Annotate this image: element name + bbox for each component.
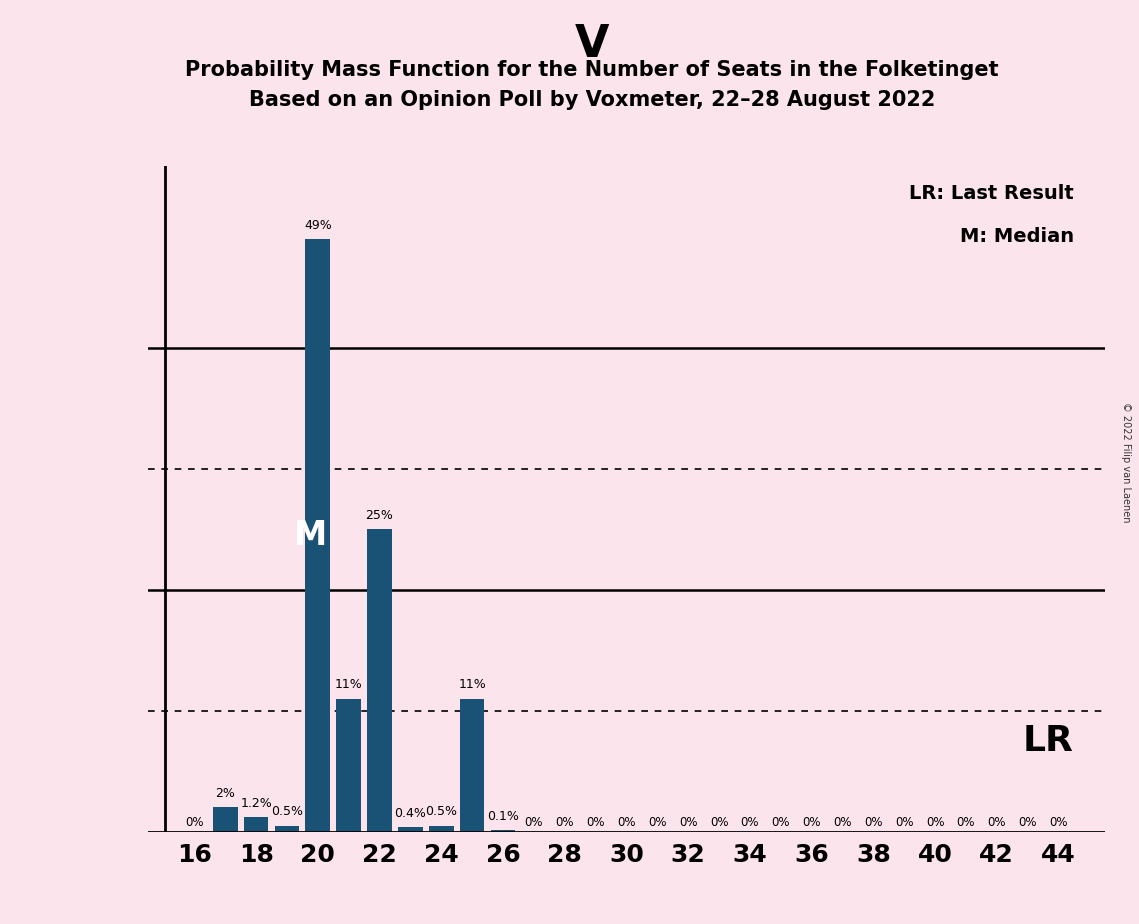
Text: 0%: 0% bbox=[802, 816, 821, 829]
Bar bbox=[274, 825, 300, 832]
Text: 0%: 0% bbox=[771, 816, 790, 829]
Text: LR: LR bbox=[1023, 723, 1074, 758]
Text: 0%: 0% bbox=[648, 816, 666, 829]
Text: 0.1%: 0.1% bbox=[487, 810, 519, 823]
Text: 0%: 0% bbox=[740, 816, 760, 829]
Text: 0%: 0% bbox=[1018, 816, 1036, 829]
Text: 0%: 0% bbox=[895, 816, 913, 829]
Text: 0.5%: 0.5% bbox=[425, 806, 457, 819]
Text: 0%: 0% bbox=[865, 816, 883, 829]
Text: 0%: 0% bbox=[556, 816, 574, 829]
Text: 0%: 0% bbox=[525, 816, 543, 829]
Text: LR: Last Result: LR: Last Result bbox=[909, 185, 1074, 203]
Text: M: Median: M: Median bbox=[960, 226, 1074, 246]
Text: 0%: 0% bbox=[926, 816, 944, 829]
Text: 11%: 11% bbox=[458, 678, 486, 691]
Text: 0%: 0% bbox=[186, 816, 204, 829]
Text: 0%: 0% bbox=[1049, 816, 1067, 829]
Bar bbox=[244, 817, 269, 832]
Text: 11%: 11% bbox=[335, 678, 362, 691]
Bar bbox=[336, 699, 361, 832]
Text: 0%: 0% bbox=[617, 816, 636, 829]
Bar bbox=[213, 808, 238, 832]
Text: 0%: 0% bbox=[587, 816, 605, 829]
Bar bbox=[491, 831, 515, 832]
Bar bbox=[305, 239, 330, 832]
Text: © 2022 Filip van Laenen: © 2022 Filip van Laenen bbox=[1121, 402, 1131, 522]
Text: 0.5%: 0.5% bbox=[271, 806, 303, 819]
Text: Based on an Opinion Poll by Voxmeter, 22–28 August 2022: Based on an Opinion Poll by Voxmeter, 22… bbox=[249, 90, 935, 110]
Text: M: M bbox=[294, 518, 327, 552]
Bar bbox=[460, 699, 484, 832]
Bar bbox=[398, 827, 423, 832]
Text: 0.4%: 0.4% bbox=[394, 807, 426, 820]
Text: 49%: 49% bbox=[304, 219, 331, 232]
Text: Probability Mass Function for the Number of Seats in the Folketinget: Probability Mass Function for the Number… bbox=[186, 60, 999, 80]
Bar bbox=[367, 529, 392, 832]
Text: 25%: 25% bbox=[366, 509, 393, 522]
Text: 1.2%: 1.2% bbox=[240, 796, 272, 809]
Text: 0%: 0% bbox=[834, 816, 852, 829]
Text: 0%: 0% bbox=[988, 816, 1006, 829]
Text: 0%: 0% bbox=[679, 816, 697, 829]
Text: 0%: 0% bbox=[710, 816, 728, 829]
Bar bbox=[429, 825, 453, 832]
Text: 2%: 2% bbox=[215, 787, 235, 800]
Text: 0%: 0% bbox=[957, 816, 975, 829]
Text: V: V bbox=[575, 23, 609, 67]
